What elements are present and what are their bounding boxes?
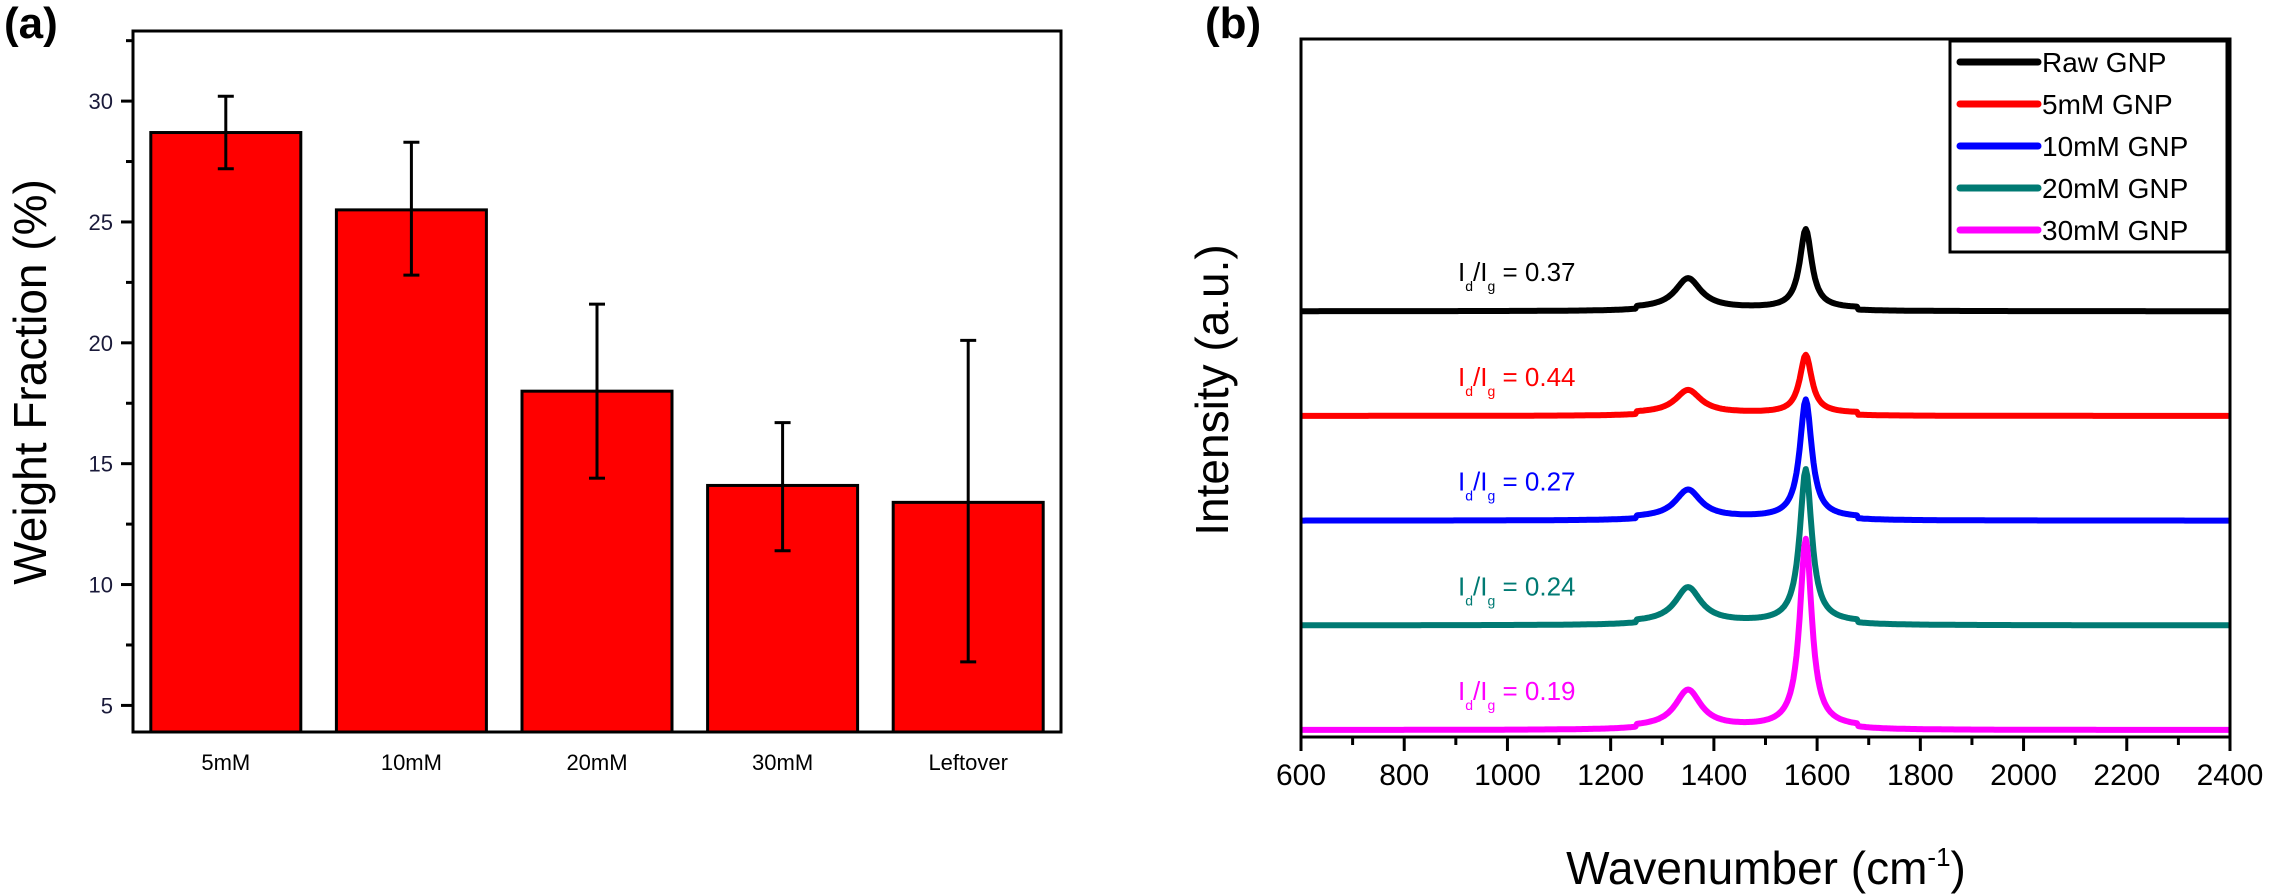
x-axis-title-superscript: -1 (1927, 842, 1950, 872)
legend: Raw GNP 5mM GNP 10mM GNP 20mM GNP 30mM GNP (1948, 39, 2229, 254)
ratio-value: = 0.19 (1495, 676, 1575, 706)
x-tick-label: 1600 (1784, 759, 1851, 792)
ratio-sub-d: d (1465, 592, 1473, 608)
ratio-value: = 0.24 (1495, 571, 1575, 601)
plot-frame-a (131, 29, 1063, 734)
id-ig-ratio-label: Id/Ig = 0.27 (1458, 467, 1576, 504)
ratio-sub-g: g (1487, 278, 1495, 294)
ratio-value: = 0.37 (1495, 257, 1575, 287)
y-axis-title-a: Weight Fraction (%) (4, 179, 56, 585)
panel-label-b: (b) (1205, 0, 1261, 48)
legend-label: Raw GNP (2042, 47, 2166, 78)
ratio-slash-i: /I (1473, 257, 1487, 287)
ratio-i: I (1458, 676, 1465, 706)
legend-label: 20mM GNP (2042, 173, 2188, 204)
x-category-label: 20mM (566, 750, 627, 775)
y-tick-label: 10 (89, 573, 113, 598)
ratio-i: I (1458, 257, 1465, 287)
ratio-sub-g: g (1487, 488, 1495, 504)
x-tick-label: 600 (1276, 759, 1326, 792)
x-tick-label: 2400 (2197, 759, 2264, 792)
x-tick-label: 2200 (2093, 759, 2160, 792)
ratio-slash-i: /I (1473, 467, 1487, 497)
ratio-value: = 0.27 (1495, 467, 1575, 497)
ratio-i: I (1458, 571, 1465, 601)
y-tick-label: 25 (89, 210, 113, 235)
ratio-sub-g: g (1487, 592, 1495, 608)
ratio-value: = 0.44 (1495, 362, 1575, 392)
error-bars-group (217, 94, 977, 664)
x-tick-label: 1000 (1474, 759, 1541, 792)
x-category-label: 5mM (201, 750, 250, 775)
ratio-sub-g: g (1487, 697, 1495, 713)
y-tick-label: 20 (89, 331, 113, 356)
x-ticks-b: 600 800 1000 1200 1400 1600 1800 2000 2200 2400 (1276, 737, 2263, 792)
x-tick-label: 2000 (1990, 759, 2057, 792)
x-category-labels: 5mM 10mM 20mM 30mM Leftover (201, 750, 1008, 775)
y-tick-label: 5 (101, 693, 113, 718)
spectrum-line-30mm-gnp (1299, 535, 2232, 733)
y-ticks-a: 5 10 15 20 25 30 (89, 39, 133, 718)
bar-5mm (149, 131, 303, 734)
ratio-i: I (1458, 467, 1465, 497)
y-tick-label: 15 (89, 452, 113, 477)
x-category-label: 10mM (381, 750, 442, 775)
panel-a-bar-chart: (a) Weight Fraction (%) 5 10 15 20 25 30 5mM 1… (4, 0, 1063, 775)
ratio-sub-d: d (1465, 697, 1473, 713)
y-axis-title-b: Intensity (a.u.) (1186, 244, 1238, 535)
panel-b-raman-spectra: (b) Intensity (a.u.) Wavenumber (cm-1) I… (1186, 0, 2263, 894)
x-axis-title-close: ) (1951, 842, 1966, 894)
x-category-label: 30mM (752, 750, 813, 775)
legend-label: 5mM GNP (2042, 89, 2173, 120)
spectrum-line-5mm-gnp (1299, 351, 2232, 419)
ratio-sub-g: g (1487, 383, 1495, 399)
x-axis-title-main: Wavenumber (cm (1566, 842, 1927, 894)
x-tick-label: 1800 (1887, 759, 1954, 792)
spectrum-line-20mm-gnp (1299, 466, 2232, 629)
ratio-slash-i: /I (1473, 676, 1487, 706)
spectra-lines (1299, 226, 2232, 733)
bar-10mm (334, 208, 488, 734)
ratio-sub-d: d (1465, 383, 1473, 399)
x-tick-label: 800 (1379, 759, 1429, 792)
id-ig-ratio-label: Id/Ig = 0.37 (1458, 257, 1576, 294)
spectrum-line-raw-gnp (1299, 226, 2232, 315)
id-ig-ratio-label: Id/Ig = 0.24 (1458, 571, 1576, 608)
x-tick-label: 1200 (1577, 759, 1644, 792)
ratio-slash-i: /I (1473, 571, 1487, 601)
legend-label: 30mM GNP (2042, 215, 2188, 246)
x-axis-title-b: Wavenumber (cm-1) (1566, 842, 1966, 894)
legend-label: 10mM GNP (2042, 131, 2188, 162)
ratio-i: I (1458, 362, 1465, 392)
ratio-slash-i: /I (1473, 362, 1487, 392)
panel-label-a: (a) (4, 0, 58, 48)
y-tick-label: 30 (89, 89, 113, 114)
ratio-sub-d: d (1465, 278, 1473, 294)
spectrum-line-10mm-gnp (1299, 396, 2232, 524)
id-ig-ratio-label: Id/Ig = 0.44 (1458, 362, 1576, 399)
x-category-label: Leftover (928, 750, 1008, 775)
x-tick-label: 1400 (1681, 759, 1748, 792)
id-ig-ratio-label: Id/Ig = 0.19 (1458, 676, 1576, 713)
ratio-sub-d: d (1465, 488, 1473, 504)
